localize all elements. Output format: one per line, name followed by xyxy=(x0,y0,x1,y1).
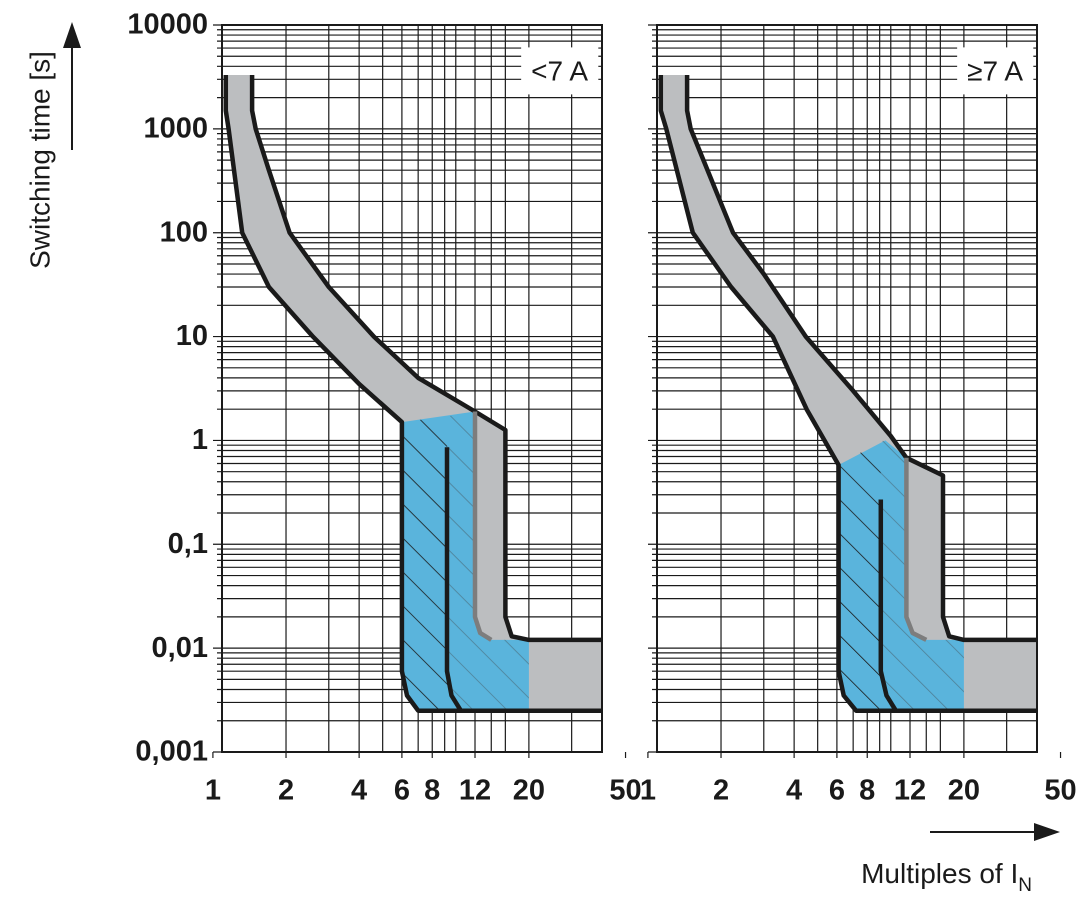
x-label-subscript: N xyxy=(1018,875,1032,896)
plot-area xyxy=(223,75,602,713)
curve-line xyxy=(444,447,463,712)
curve-line xyxy=(904,457,928,642)
plot-area xyxy=(658,75,1037,713)
y-tick-label: 1000 xyxy=(143,113,208,145)
curve-line xyxy=(472,411,493,642)
x-tick-label: 20 xyxy=(948,775,980,807)
hatched-region xyxy=(880,440,964,711)
x-tick-label: 6 xyxy=(829,775,845,807)
x-tick-label: 12 xyxy=(459,775,491,807)
x-tick-label: 2 xyxy=(278,775,294,807)
panel-title: <7 A xyxy=(531,55,588,86)
y-tick-label: 10000 xyxy=(127,9,208,41)
x-tick-label: 6 xyxy=(394,775,410,807)
x-tick-label: 20 xyxy=(513,775,545,807)
x-tick-label: 4 xyxy=(351,775,367,807)
hatched-region xyxy=(447,411,529,711)
plot-border xyxy=(221,24,603,753)
plot-border xyxy=(656,24,1038,753)
x-tick-label: 8 xyxy=(859,775,875,807)
y-tick-label: 0,01 xyxy=(152,632,208,664)
y-label: Switching time [s] xyxy=(24,51,55,269)
x-label: Multiples of IN xyxy=(861,858,1032,896)
x-tick-label: 50 xyxy=(1044,775,1076,807)
band-region xyxy=(225,75,602,711)
y-tick-label: 10 xyxy=(176,320,208,352)
y-arrowhead xyxy=(63,22,81,48)
x-tick-label: 1 xyxy=(640,775,656,807)
y-tick-label: 0,1 xyxy=(168,528,208,560)
x-tick-label: 1 xyxy=(205,775,221,807)
title-box xyxy=(957,47,1034,95)
x-tick-label: 12 xyxy=(894,775,926,807)
y-tick-label: 0,001 xyxy=(135,736,208,768)
curve-line xyxy=(249,75,602,643)
title-box xyxy=(521,47,599,95)
y-tick-label: 1 xyxy=(192,424,208,456)
x-tick-label: 2 xyxy=(713,775,729,807)
panel-title: ≥7 A xyxy=(967,55,1023,86)
curve-line xyxy=(684,75,1037,643)
x-tick-label: 50 xyxy=(609,775,641,807)
x-tick-label: 8 xyxy=(424,775,440,807)
x-label-main: Multiples of I xyxy=(861,858,1018,889)
x-tick-label: 4 xyxy=(786,775,802,807)
y-tick-label: 100 xyxy=(160,216,208,248)
y-axis-title: Switching time [s] xyxy=(24,51,55,269)
curve-line xyxy=(658,75,1037,713)
curve-line xyxy=(878,499,898,712)
x-arrowhead xyxy=(1034,823,1060,841)
curve-line xyxy=(223,75,602,713)
hatched-region xyxy=(838,441,896,711)
